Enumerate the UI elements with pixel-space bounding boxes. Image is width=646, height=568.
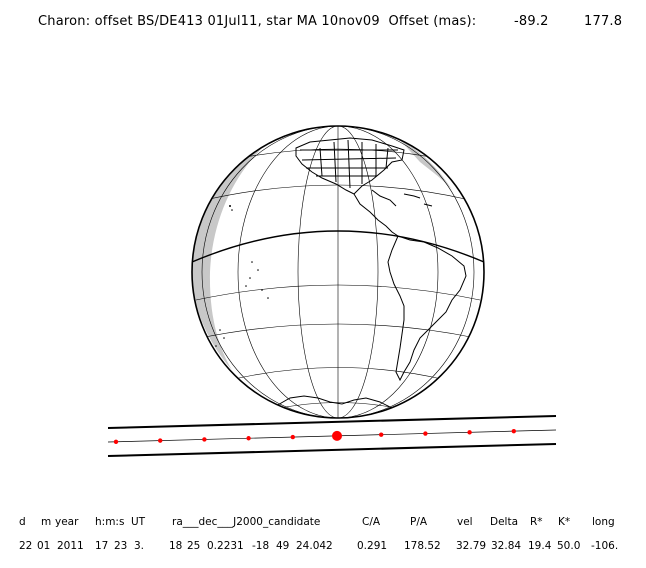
- title-offset-ra: -89.2: [514, 14, 549, 29]
- track-point-closest: [332, 430, 342, 441]
- pacific-islands: [211, 205, 269, 353]
- col-long: long: [592, 516, 615, 528]
- val-minute: 23: [114, 540, 128, 552]
- val-hour: 17: [95, 540, 109, 552]
- val-dec-m: 49: [276, 540, 290, 552]
- val-delta: 32.84: [491, 540, 522, 552]
- val-ra-h: 18: [169, 540, 183, 552]
- globe-outline: [191, 125, 485, 419]
- track-point: [246, 436, 251, 441]
- equator-line: [192, 230, 484, 263]
- val-dec-s: 24.042: [296, 540, 333, 552]
- col-month: m: [41, 516, 52, 528]
- val-long: -106.: [591, 540, 619, 552]
- val-kstar: 50.0: [557, 540, 581, 552]
- track-point: [158, 438, 163, 443]
- val-day: 22: [19, 540, 33, 552]
- track-point: [423, 431, 428, 436]
- val-ra-m: 25: [187, 540, 201, 552]
- graticule: [195, 126, 481, 418]
- shadow-limit-south: [107, 443, 557, 457]
- track-points: [113, 428, 516, 444]
- track-point: [511, 428, 516, 434]
- track-point: [113, 439, 119, 444]
- track-point: [379, 432, 384, 437]
- shadow-centerline: [107, 429, 557, 443]
- map-title: Charon: offset BS/DE413 01Jul11, star MA…: [38, 14, 622, 74]
- col-year: year: [55, 516, 79, 528]
- col-radec: ra___dec___J2000_candidate: [172, 516, 321, 528]
- col-delta: Delta: [490, 516, 519, 528]
- val-dec-d: -18: [252, 540, 270, 552]
- col-pa: P/A: [410, 516, 428, 528]
- coastlines: [275, 137, 467, 418]
- val-ra-s: 0.2231: [207, 540, 244, 552]
- val-second: 3.: [134, 540, 145, 552]
- val-rstar: 19.4: [528, 540, 552, 552]
- val-vel: 32.79: [456, 540, 487, 552]
- title-caption: Charon: offset BS/DE413 01Jul11, star MA…: [38, 14, 477, 29]
- val-year: 2011: [57, 540, 84, 552]
- shadow-limit-north: [107, 415, 557, 429]
- val-month: 01: [37, 540, 51, 552]
- track-point: [202, 437, 207, 442]
- table-header-row: d m year h:m:s UT ra___dec___J2000_candi…: [0, 516, 646, 530]
- col-ut: UT: [131, 516, 146, 528]
- col-vel: vel: [457, 516, 473, 528]
- col-kstar: K*: [558, 516, 571, 528]
- val-pa: 178.52: [404, 540, 441, 552]
- track-point: [290, 434, 295, 440]
- table-value-row: 22 01 2011 17 23 3. 18 25 0.2231 -18 49 …: [0, 540, 646, 554]
- col-rstar: R*: [530, 516, 543, 528]
- col-ca: C/A: [362, 516, 381, 528]
- title-offset-dec: 177.8: [584, 14, 623, 29]
- col-hms: h:m:s: [95, 516, 125, 528]
- track-point: [467, 430, 472, 435]
- val-ca: 0.291: [357, 540, 388, 552]
- shadow-path: [107, 415, 557, 457]
- col-day: d: [19, 516, 26, 528]
